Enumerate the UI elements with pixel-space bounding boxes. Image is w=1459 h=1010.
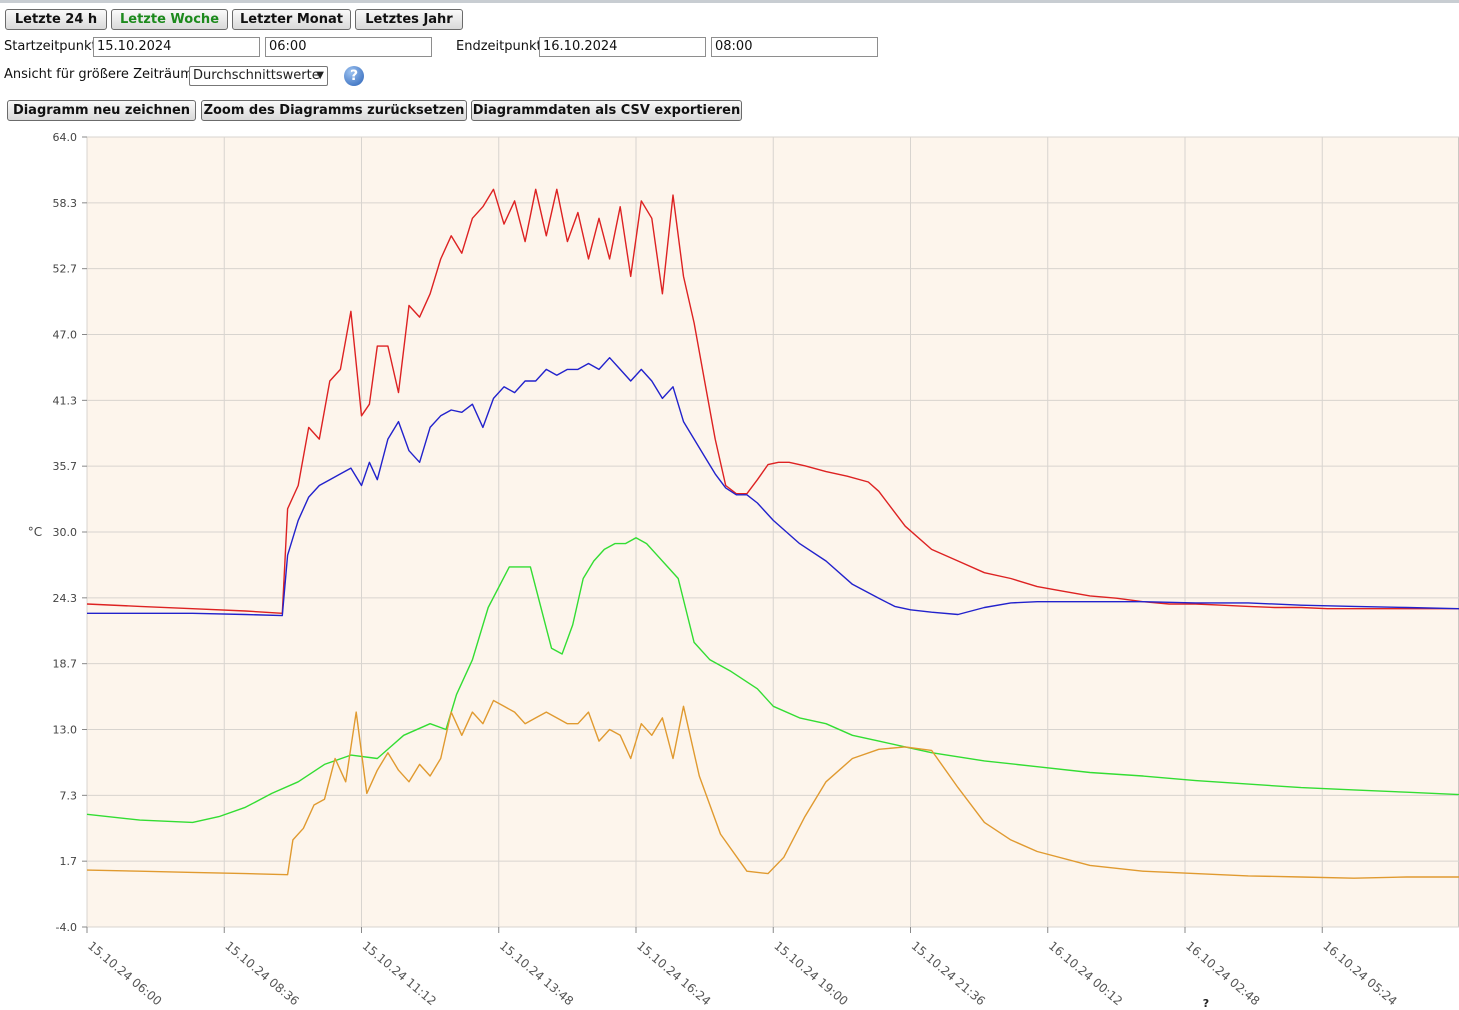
reset-zoom-button[interactable]: Zoom des Diagramms zurücksetzen [201, 100, 467, 121]
series-line-4 [86, 699, 1459, 879]
view-select[interactable]: Durchschnittswerte ▼ [189, 66, 328, 86]
y-tick-label: 1.7 [60, 855, 78, 868]
end-label: Endzeitpunkt [456, 39, 542, 54]
view-label: Ansicht für größere Zeiträume [4, 67, 201, 82]
start-date-input[interactable]: 15.10.2024 [93, 37, 260, 57]
bottom-marker: ? [1203, 997, 1209, 1010]
y-tick-label: 52.7 [53, 263, 78, 276]
last-week-button[interactable]: Letzte Woche [111, 9, 228, 30]
y-tick-label: 7.3 [60, 789, 78, 802]
temperature-chart[interactable]: 64.0 58.3 52.7 47.0 41.3 35.7 30.0 24.3 18.7 13.0… [0, 125, 1459, 1010]
series-line-2 [87, 356, 1459, 617]
last-month-button[interactable]: Letzter Monat [232, 9, 351, 30]
x-tick-label: 16.10.24 00:12 [1046, 939, 1125, 1009]
y-tick-label: 24.3 [53, 592, 78, 605]
y-axis: 64.0 58.3 52.7 47.0 41.3 35.7 30.0 24.3 18.7 13.0… [53, 131, 87, 934]
y-tick-label: 35.7 [53, 460, 78, 473]
start-time-input[interactable]: 06:00 [265, 37, 432, 57]
y-tick-label: 58.3 [53, 197, 78, 210]
start-label: Startzeitpunkt [4, 39, 97, 54]
last-year-button[interactable]: Letztes Jahr [355, 9, 463, 30]
x-tick-label: 15.10.24 19:00 [771, 939, 850, 1009]
top-border [0, 0, 1459, 3]
series-group [86, 188, 1459, 879]
help-icon[interactable]: ? [344, 66, 364, 86]
series-line-3 [86, 537, 1459, 824]
view-select-value: Durchschnittswerte [193, 68, 320, 83]
end-time-input[interactable]: 08:00 [711, 37, 878, 57]
x-tick-label: 16.10.24 02:48 [1183, 939, 1262, 1009]
y-tick-label: 64.0 [53, 131, 78, 144]
series-line-1 [86, 188, 1459, 614]
x-tick-label: 15.10.24 13:48 [497, 939, 576, 1009]
x-tick-label: 15.10.24 08:36 [222, 939, 301, 1009]
x-tick-label: 16.10.24 05:24 [1320, 939, 1399, 1009]
y-tick-label: 18.7 [53, 658, 78, 671]
y-tick-label: -4.0 [56, 921, 77, 934]
x-tick-label: 15.10.24 06:00 [85, 939, 164, 1009]
chevron-down-icon: ▼ [316, 70, 324, 81]
x-tick-label: 15.10.24 16:24 [634, 939, 713, 1009]
y-tick-label: 41.3 [53, 394, 78, 407]
y-tick-label: 13.0 [53, 724, 78, 737]
y-axis-label: °C [28, 525, 42, 539]
x-tick-label: 15.10.24 21:36 [909, 939, 988, 1009]
end-date-input[interactable]: 16.10.2024 [539, 37, 706, 57]
y-tick-label: 47.0 [53, 329, 78, 342]
export-csv-button[interactable]: Diagrammdaten als CSV exportieren [471, 100, 742, 121]
y-tick-label: 30.0 [53, 526, 78, 539]
x-tick-label: 15.10.24 11:12 [360, 939, 439, 1009]
last-24h-button[interactable]: Letzte 24 h [5, 9, 107, 30]
redraw-chart-button[interactable]: Diagramm neu zeichnen [7, 100, 196, 121]
